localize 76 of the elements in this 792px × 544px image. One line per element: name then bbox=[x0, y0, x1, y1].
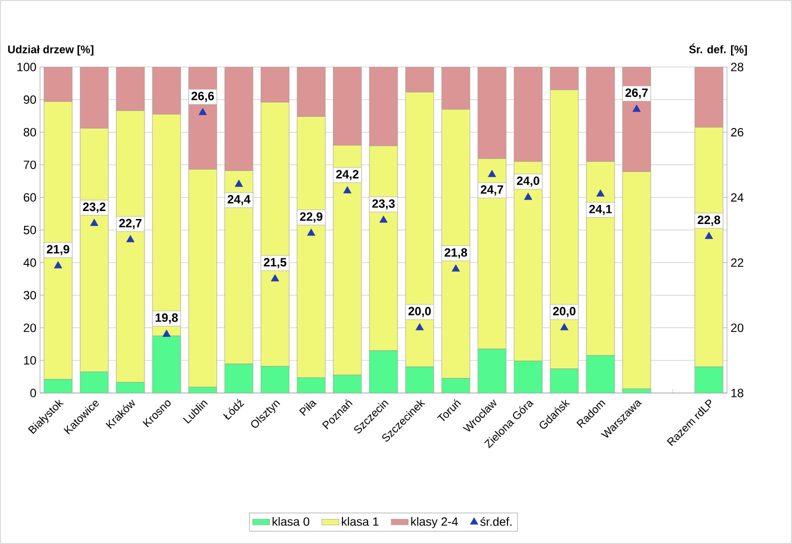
y-tick-label: 40 bbox=[23, 258, 36, 267]
bar bbox=[694, 366, 724, 393]
bar bbox=[369, 350, 398, 393]
point bbox=[379, 216, 388, 223]
y2-tick-label: 18 bbox=[731, 388, 744, 398]
y-tick-label: 60 bbox=[24, 193, 36, 202]
point bbox=[234, 180, 243, 187]
point bbox=[162, 330, 171, 337]
data-label: 20,0 bbox=[408, 306, 431, 318]
data-label: 21,8 bbox=[444, 248, 468, 258]
point bbox=[524, 192, 532, 200]
y-tick-label: 20 bbox=[24, 324, 36, 332]
bar bbox=[478, 348, 506, 393]
bar bbox=[514, 360, 542, 393]
y-axis-title: Udział drzew [%] bbox=[8, 45, 94, 56]
data-label: 24,7 bbox=[480, 185, 504, 196]
data-label: 24,4 bbox=[228, 195, 250, 206]
point bbox=[416, 323, 424, 330]
y-tick-label: 80 bbox=[24, 128, 36, 136]
point bbox=[632, 104, 641, 112]
bar bbox=[224, 364, 254, 393]
y2-tick-label: 28 bbox=[731, 62, 744, 72]
bar bbox=[260, 366, 290, 393]
y-tick-label: 100 bbox=[17, 62, 36, 72]
data-label: 20,0 bbox=[553, 306, 576, 318]
y2-axis-title: Śr. def. [%] bbox=[689, 44, 747, 56]
bar bbox=[550, 368, 579, 393]
data-label: 24,0 bbox=[516, 176, 540, 187]
data-label: 22,7 bbox=[119, 218, 142, 230]
data-label: 26,6 bbox=[192, 92, 214, 102]
y2-tick-label: 26 bbox=[731, 128, 744, 136]
point bbox=[343, 186, 352, 194]
legend-label: klasa 1 bbox=[342, 517, 378, 526]
data-label: 24,2 bbox=[336, 170, 358, 180]
y2-tick-label: 22 bbox=[731, 258, 744, 267]
bar bbox=[333, 374, 362, 393]
bar bbox=[152, 336, 181, 393]
data-label: 22,8 bbox=[698, 216, 720, 226]
legend-label: śr.def. bbox=[480, 516, 512, 526]
y2-tick-label: 20 bbox=[731, 324, 744, 332]
point bbox=[54, 261, 62, 268]
point bbox=[560, 323, 568, 330]
y-tick-label: 0 bbox=[30, 388, 36, 398]
y-tick-label: 30 bbox=[24, 290, 36, 300]
data-label: 21,5 bbox=[264, 258, 286, 268]
bar bbox=[116, 382, 144, 393]
data-label: 23,3 bbox=[372, 199, 395, 210]
y2-tick-label: 24 bbox=[731, 193, 744, 202]
point bbox=[90, 218, 98, 226]
data-label: 22,9 bbox=[300, 212, 322, 223]
bar bbox=[44, 379, 72, 393]
legend-label: klasa 0 bbox=[272, 517, 310, 526]
point bbox=[270, 274, 280, 282]
y-tick-label: 90 bbox=[24, 95, 36, 104]
data-label: 24,1 bbox=[589, 204, 612, 216]
data-label: 19,8 bbox=[156, 313, 178, 324]
x-tick-label: Piła bbox=[299, 400, 317, 416]
y-tick-label: 10 bbox=[24, 356, 36, 365]
point bbox=[596, 189, 605, 197]
bar bbox=[296, 377, 326, 393]
point bbox=[704, 232, 714, 239]
data-label: 26,7 bbox=[625, 88, 648, 99]
y-tick-label: 50 bbox=[24, 226, 36, 234]
data-label: 23,2 bbox=[83, 202, 106, 213]
bar bbox=[586, 355, 615, 393]
point bbox=[452, 264, 460, 272]
point bbox=[307, 228, 316, 236]
legend-label: klasy 2-4 bbox=[411, 517, 458, 528]
bar bbox=[80, 372, 109, 393]
bar bbox=[405, 366, 434, 393]
point bbox=[198, 108, 207, 116]
point bbox=[488, 170, 496, 178]
point bbox=[126, 235, 134, 242]
bar bbox=[442, 378, 470, 393]
y-tick-label: 70 bbox=[24, 160, 36, 170]
data-label: 21,9 bbox=[46, 244, 70, 256]
